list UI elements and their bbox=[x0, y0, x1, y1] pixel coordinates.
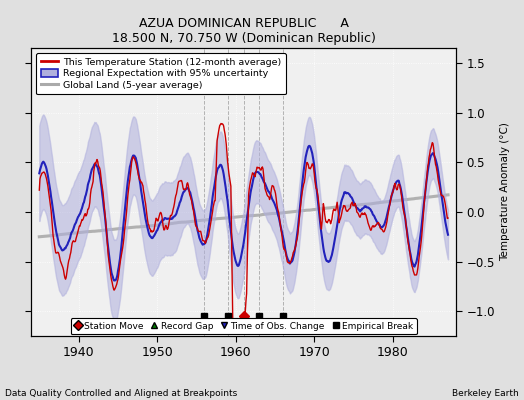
Text: Data Quality Controlled and Aligned at Breakpoints: Data Quality Controlled and Aligned at B… bbox=[5, 389, 237, 398]
Legend: Station Move, Record Gap, Time of Obs. Change, Empirical Break: Station Move, Record Gap, Time of Obs. C… bbox=[71, 318, 417, 334]
Y-axis label: Temperature Anomaly (°C): Temperature Anomaly (°C) bbox=[500, 122, 510, 262]
Title: AZUA DOMINICAN REPUBLIC      A
18.500 N, 70.750 W (Dominican Republic): AZUA DOMINICAN REPUBLIC A 18.500 N, 70.7… bbox=[112, 18, 376, 46]
Text: Berkeley Earth: Berkeley Earth bbox=[452, 389, 519, 398]
